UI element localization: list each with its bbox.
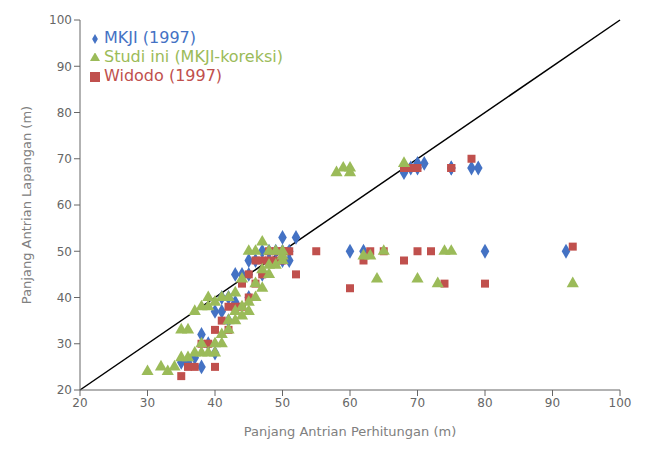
svg-text:50: 50 — [275, 396, 290, 410]
svg-text:70: 70 — [410, 396, 425, 410]
svg-text:70: 70 — [57, 152, 72, 166]
svg-text:90: 90 — [57, 60, 72, 74]
svg-text:20: 20 — [72, 396, 87, 410]
svg-text:30: 30 — [140, 396, 155, 410]
svg-text:100: 100 — [609, 396, 632, 410]
svg-text:80: 80 — [477, 396, 492, 410]
svg-text:60: 60 — [57, 198, 72, 212]
svg-text:60: 60 — [342, 396, 357, 410]
svg-text:30: 30 — [57, 337, 72, 351]
svg-text:100: 100 — [49, 13, 72, 27]
svg-text:Panjang Antrian Perhitungan (m: Panjang Antrian Perhitungan (m) — [244, 424, 457, 439]
svg-text:80: 80 — [57, 106, 72, 120]
svg-text:40: 40 — [207, 396, 222, 410]
html-text:Widodo (1997): Widodo (1997) — [104, 66, 223, 85]
svg-text:90: 90 — [545, 396, 560, 410]
html-text:MKJI (1997): MKJI (1997) — [104, 28, 196, 47]
svg-text:40: 40 — [57, 291, 72, 305]
svg-text:50: 50 — [57, 245, 72, 259]
svg-text:20: 20 — [57, 383, 72, 397]
svg-text:Panjang Antrian Lapangan (m): Panjang Antrian Lapangan (m) — [19, 106, 34, 304]
html-text:Studi ini (MKJI-koreksi): Studi ini (MKJI-koreksi) — [104, 47, 283, 66]
